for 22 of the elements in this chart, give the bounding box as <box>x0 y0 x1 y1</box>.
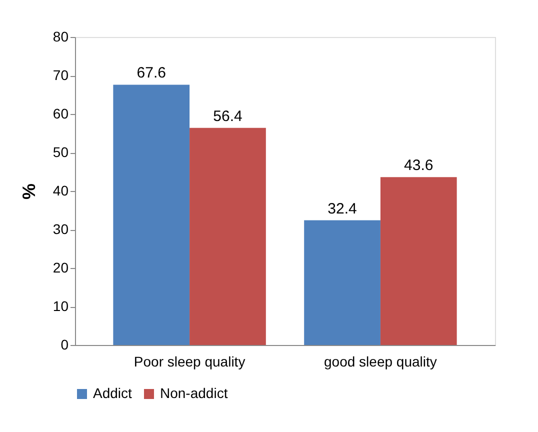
data-label: 56.4 <box>213 108 242 125</box>
legend-label: Addict <box>93 385 132 401</box>
bar <box>190 128 266 345</box>
y-tick-label: 0 <box>60 336 69 352</box>
bar <box>380 177 457 345</box>
y-axis-title: % <box>18 183 39 200</box>
x-tick-label: good sleep quality <box>324 354 437 370</box>
y-tick-label: 20 <box>52 260 69 276</box>
y-tick-label: 10 <box>52 298 69 314</box>
data-label: 32.4 <box>328 200 357 218</box>
bar <box>304 220 380 345</box>
y-tick-label: 80 <box>52 28 69 44</box>
y-tick-label: 30 <box>52 221 69 237</box>
y-tick-label: 40 <box>52 182 69 198</box>
data-label: 43.6 <box>404 157 434 174</box>
y-tick-label: 60 <box>52 106 69 122</box>
data-label: 67.6 <box>136 64 166 82</box>
bar <box>113 84 190 345</box>
y-tick-label: 50 <box>52 144 69 160</box>
y-tick-label: 70 <box>52 67 69 83</box>
x-tick-label: Poor sleep quality <box>134 354 246 370</box>
legend-label: Non-addict <box>160 385 228 401</box>
